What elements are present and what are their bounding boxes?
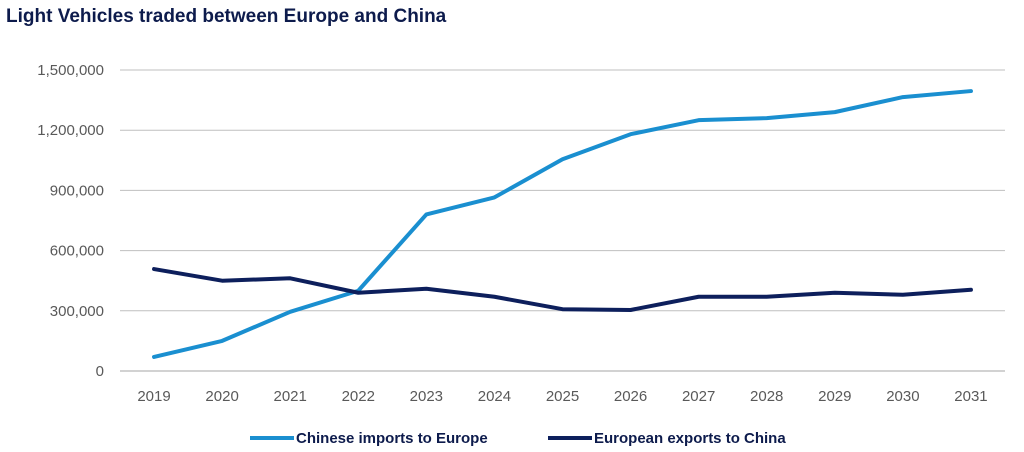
y-tick-label: 900,000: [50, 182, 104, 199]
x-axis-ticks: 2019 2020 2021 2022 2023 2024 2025 2026 2027 2028…: [137, 388, 987, 405]
y-tick-label: 1,200,000: [37, 122, 104, 139]
x-tick-label: 2021: [274, 388, 307, 405]
x-tick-label: 2020: [205, 388, 238, 405]
legend-item-0: Chinese imports to Europe: [250, 430, 488, 447]
x-tick-label: 2025: [546, 388, 579, 405]
y-tick-label: 1,500,000: [37, 62, 104, 79]
series-lines: [152, 89, 973, 359]
x-tick-label: 2029: [818, 388, 851, 405]
x-tick-label: 2022: [342, 388, 375, 405]
x-tick-label: 2031: [954, 388, 987, 405]
legend: Chinese imports to Europe European export…: [250, 430, 786, 447]
y-tick-label: 600,000: [50, 243, 104, 260]
y-tick-label: 0: [96, 363, 104, 380]
x-tick-label: 2028: [750, 388, 783, 405]
y-axis-ticks: 0 300,000 600,000 900,000 1,200,000 1,500,000: [37, 62, 104, 380]
x-tick-label: 2024: [478, 388, 511, 405]
x-tick-label: 2023: [410, 388, 443, 405]
series-line-1: [152, 267, 973, 312]
legend-item-1: European exports to China: [548, 430, 786, 447]
legend-label: European exports to China: [594, 430, 786, 447]
legend-label: Chinese imports to Europe: [296, 430, 488, 447]
x-tick-label: 2019: [137, 388, 170, 405]
y-tick-label: 300,000: [50, 303, 104, 320]
chart-title: Light Vehicles traded between Europe and…: [6, 6, 447, 27]
x-tick-label: 2026: [614, 388, 647, 405]
series-line-0: [152, 89, 973, 359]
x-tick-label: 2030: [886, 388, 919, 405]
x-tick-label: 2027: [682, 388, 715, 405]
